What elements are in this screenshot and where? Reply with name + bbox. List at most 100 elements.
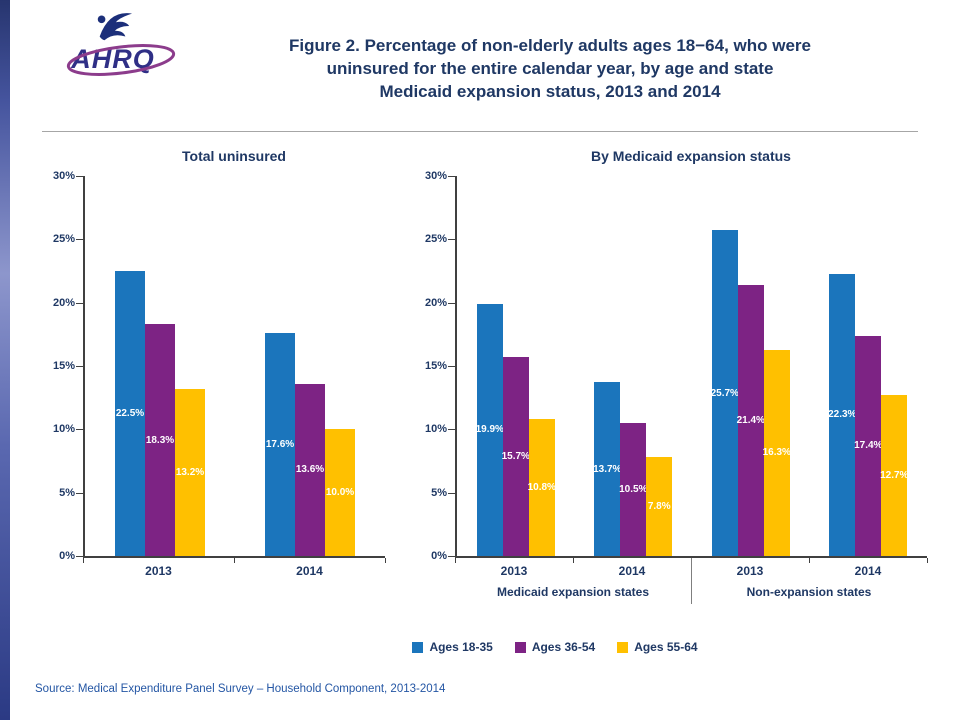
bar-ages-18-35: 13.7% [593, 382, 622, 556]
x-axis: 2013 2014 2013 2014 Medicaid expansion stat… [455, 558, 928, 604]
legend-item: Ages 55-64 [617, 640, 698, 654]
x-axis-label: 2013 [145, 564, 172, 578]
y-tick-mark [448, 366, 455, 367]
bar-value-label: 22.3% [828, 409, 857, 421]
plot-area: 19.9% 15.7% 10.8% 13.7% 10.5% 7.8% 25.7% 21.4% 1… [448, 176, 928, 558]
bar-value-label: 19.9% [475, 424, 504, 436]
legend-swatch [617, 641, 629, 653]
legend-label: Ages 55-64 [634, 640, 698, 654]
bar-ages-55-64: 7.8% [646, 457, 673, 556]
chart-body: 0% 5% 10% 15% 20% 25% 30% 19.9% 15.7% 10.8% 13.7%… [417, 170, 928, 604]
ahrq-wordmark-wrap: AHRQ [67, 44, 176, 76]
bar-value-label: 15.7% [501, 451, 530, 463]
bar-value-label: 21.4% [736, 414, 765, 426]
hhs-eagle-icon [97, 13, 133, 41]
bar-value-label: 17.6% [265, 439, 295, 451]
y-tick-label: 25% [52, 233, 75, 246]
bar-group: 22.3% 17.4% 12.7% [810, 176, 928, 556]
chart-body: 0% 5% 10% 15% 20% 25% 30% 22.5% 18.3% 13.2% 17.6%… [45, 170, 386, 582]
x-tick-mark [927, 558, 928, 563]
bar-ages-36-54: 17.4% [854, 335, 883, 556]
bar-value-label: 25.7% [710, 387, 739, 399]
bar-group: 22.5% 18.3% 13.2% [85, 176, 235, 556]
source-note: Source: Medical Expenditure Panel Survey… [35, 683, 446, 695]
legend: Ages 18-35 Ages 36-54 Ages 55-64 [150, 640, 960, 654]
x-axis: 2013 2014 [83, 558, 386, 582]
bar-ages-18-35: 22.3% [828, 273, 857, 556]
y-tick-label: 5% [431, 486, 447, 499]
x-axis-label: 2013 [736, 564, 764, 578]
y-tick-mark [448, 239, 455, 241]
plot-area: 22.5% 18.3% 13.2% 17.6% 13.6% 10.0% [76, 176, 385, 558]
y-tick-mark [448, 429, 455, 431]
bar-value-label: 10.8% [527, 482, 556, 494]
bar-ages-55-64: 10.8% [527, 419, 556, 556]
legend-label: Ages 36-54 [531, 640, 596, 654]
bar-value-label: 10.0% [325, 487, 355, 499]
bar-value-label: 7.8% [647, 501, 671, 513]
bar-ages-36-54: 10.5% [619, 423, 647, 556]
y-tick-mark [448, 176, 455, 177]
bar-ages-36-54: 21.4% [736, 284, 765, 556]
figure-title-line-3: Medicaid expansion status, 2013 and 2014 [379, 82, 721, 101]
y-tick-mark [448, 492, 455, 494]
chart-title-total-uninsured: Total uninsured [182, 148, 286, 164]
y-tick-mark [76, 556, 83, 557]
y-tick-label: 20% [424, 296, 447, 309]
y-tick-label: 30% [52, 170, 75, 182]
ahrq-wordmark: AHRQ [71, 44, 155, 74]
y-axis: 0% 5% 10% 15% 20% 25% 30% [417, 170, 455, 562]
y-tick-label: 0% [431, 550, 447, 562]
legend-swatch [412, 641, 424, 653]
bar-ages-55-64: 10.0% [325, 429, 355, 556]
bar-ages-55-64: 12.7% [880, 395, 908, 556]
chart-total-uninsured: Total uninsured 0% 5% 10% 15% 20% 25% 30% 22.5… [45, 148, 386, 604]
y-tick-label: 25% [424, 233, 447, 246]
bar-value-label: 22.5% [115, 408, 145, 419]
plot-column: 19.9% 15.7% 10.8% 13.7% 10.5% 7.8% 25.7% 21.4% 1… [448, 176, 928, 604]
y-tick-mark [448, 302, 455, 304]
chart-title-by-medicaid-expansion-status: By Medicaid expansion status [591, 148, 791, 164]
bar-value-label: 17.4% [854, 440, 883, 452]
bar-ages-18-35: 19.9% [475, 303, 504, 556]
y-tick-mark [76, 366, 83, 367]
y-axis: 0% 5% 10% 15% 20% 25% 30% [45, 170, 83, 562]
x-axis-labels: 2013 2014 2013 2014 [455, 558, 928, 582]
axis-group-labels: Medicaid expansion states Non-expansion s… [455, 582, 927, 604]
bar-value-label: 18.3% [145, 434, 175, 446]
figure-title: Figure 2. Percentage of non-elderly adul… [140, 34, 960, 103]
header: AHRQ Figure 2. Percentage of non-elderly… [10, 0, 960, 130]
bar-ages-18-35: 17.6% [265, 333, 295, 556]
bar-ages-18-35: 25.7% [710, 230, 739, 556]
bar-ages-36-54: 13.6% [295, 383, 325, 556]
bar-value-label: 13.6% [295, 464, 325, 476]
y-tick-label: 30% [424, 170, 447, 182]
y-tick-mark [76, 302, 83, 304]
bar-ages-36-54: 18.3% [145, 324, 175, 556]
figure-title-line-1: Figure 2. Percentage of non-elderly adul… [289, 36, 811, 55]
x-tick-mark [234, 558, 235, 563]
bar-value-label: 13.2% [175, 466, 205, 478]
figure-title-line-2: uninsured for the entire calendar year, … [326, 59, 774, 78]
bar-value-label: 13.7% [593, 463, 622, 475]
x-tick-mark [455, 558, 456, 563]
y-tick-label: 20% [52, 296, 75, 309]
x-axis-labels: 2013 2014 [83, 558, 386, 582]
y-tick-label: 0% [59, 550, 75, 562]
y-tick-label: 10% [52, 423, 75, 436]
bar-group: 19.9% 15.7% 10.8% [457, 176, 575, 556]
y-tick-mark [76, 492, 83, 494]
header-divider [42, 131, 918, 132]
x-tick-mark [573, 558, 574, 563]
bar-group: 17.6% 13.6% 10.0% [235, 176, 385, 556]
y-tick-label: 10% [424, 423, 447, 436]
y-tick-label: 5% [59, 486, 75, 499]
axis-group-label: Non-expansion states [746, 585, 872, 599]
legend-item: Ages 18-35 [412, 640, 493, 654]
group-separator [691, 558, 692, 604]
legend-swatch [514, 641, 526, 653]
chart-by-medicaid-expansion-status: By Medicaid expansion status 0% 5% 10% 15% 2… [417, 148, 928, 604]
bar-ages-55-64: 13.2% [175, 388, 205, 556]
bar-ages-55-64: 16.3% [763, 349, 791, 556]
